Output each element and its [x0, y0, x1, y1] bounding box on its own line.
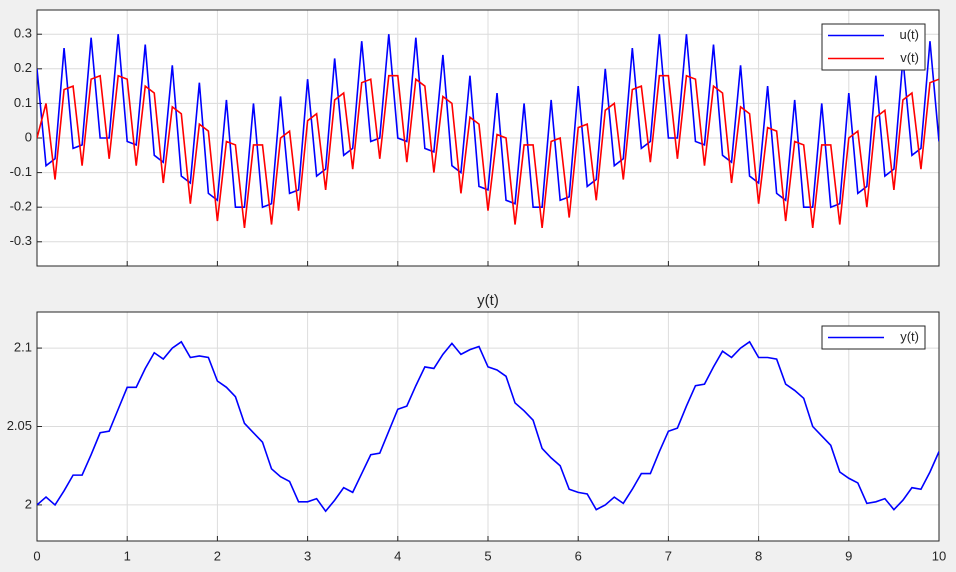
legend-label: y(t): [900, 329, 919, 344]
x-tick-label: 0: [33, 548, 40, 563]
y-tick-label: 2: [25, 496, 32, 511]
y-tick-label: -0.3: [10, 233, 32, 248]
y-tick-label: 2.05: [7, 418, 32, 433]
x-tick-label: 8: [755, 548, 762, 563]
x-tick-label: 5: [484, 548, 491, 563]
y-tick-label: 2.1: [14, 340, 32, 355]
y-tick-label: 0.1: [14, 95, 32, 110]
x-tick-label: 7: [665, 548, 672, 563]
legend-label: u(t): [900, 27, 920, 42]
x-tick-label: 1: [124, 548, 131, 563]
x-tick-label: 6: [575, 548, 582, 563]
y-tick-label: 0.2: [14, 60, 32, 75]
plot-area: [37, 34, 939, 229]
x-tick-label: 10: [932, 548, 946, 563]
legend-label: v(t): [900, 50, 919, 65]
chart-title: y(t): [477, 292, 499, 309]
axes-frame: [36, 311, 940, 542]
plot-area: [37, 340, 939, 513]
legend-box: [821, 23, 926, 71]
data-line: [37, 340, 939, 513]
x-tick-label: 4: [394, 548, 401, 563]
y-tick-label: 0: [25, 129, 32, 144]
y-tick-label: 0.3: [14, 26, 32, 41]
x-tick-label: 9: [845, 548, 852, 563]
data-line: [37, 74, 939, 229]
x-tick-label: 3: [304, 548, 311, 563]
y-tick-label: -0.1: [10, 164, 32, 179]
x-tick-label: 2: [214, 548, 221, 563]
y-tick-label: -0.2: [10, 199, 32, 214]
